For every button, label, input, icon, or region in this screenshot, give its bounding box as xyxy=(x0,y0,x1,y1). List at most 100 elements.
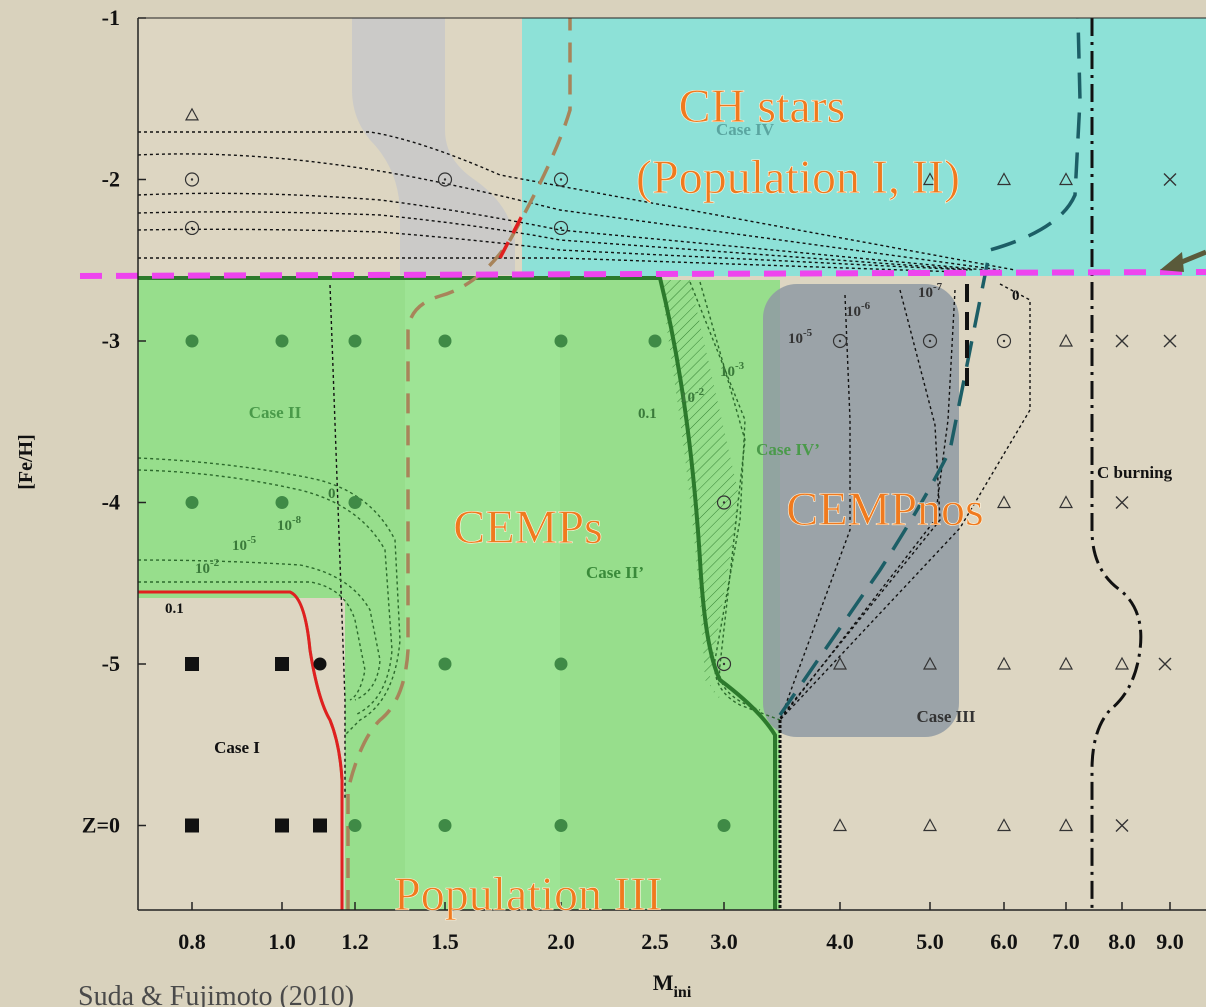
data-point-square xyxy=(313,818,327,833)
contour-label-exponent: -7 xyxy=(933,281,943,293)
contour-label-exponent: -2 xyxy=(210,557,220,569)
data-point-triangle xyxy=(996,656,1012,670)
data-point-filled-circle xyxy=(313,657,327,671)
contour-label-base: 10 xyxy=(788,331,803,347)
data-point-cross xyxy=(1115,334,1129,348)
x-tick-label: 1.5 xyxy=(431,929,459,954)
green-boundary-line xyxy=(138,276,777,910)
data-point-square xyxy=(185,818,199,833)
y-tick-label: -2 xyxy=(102,167,120,192)
case-ii-label: Case II xyxy=(249,403,302,422)
data-point-cross xyxy=(1115,819,1129,832)
data-point-triangle xyxy=(996,172,1012,186)
cempnos-region xyxy=(763,284,959,737)
data-point-open-circle xyxy=(553,220,569,236)
cempnos-label: CEMPnos xyxy=(786,483,983,536)
x-tick-label: 2.5 xyxy=(641,929,669,954)
data-point-triangle xyxy=(1058,495,1074,509)
data-point-open-circle xyxy=(184,220,200,236)
data-point-filled-circle xyxy=(554,334,568,348)
data-point-square xyxy=(275,657,289,671)
contour-label-base: 10 xyxy=(680,390,695,406)
contour-label-exponent: -6 xyxy=(861,300,871,312)
y-tick-label: Z=0 xyxy=(82,813,120,838)
data-point-cross xyxy=(1115,496,1129,509)
data-point-square xyxy=(185,657,199,671)
contour-label-case-i-0p1: 0.1 xyxy=(165,601,184,617)
case-i-label: Case I xyxy=(214,738,260,757)
y-axis-title: [Fe/H] xyxy=(15,434,37,490)
x-tick-group: 0.8 1.0 1.2 1.5 2.0 2.5 3.0 4.0 5.0 6.0 7.0 8.0 9.0 xyxy=(178,902,1184,954)
x-axis-title-main: M xyxy=(653,970,674,995)
data-point-filled-circle xyxy=(275,334,289,348)
data-point-filled-circle xyxy=(348,496,362,509)
x-axis-title: Mini xyxy=(653,970,692,1001)
contour-label-case-iv-prime-0: 0 xyxy=(1012,288,1020,304)
data-point-triangle xyxy=(996,495,1012,509)
data-point-filled-circle xyxy=(185,334,199,348)
contour-label-case-iv-prime-1e-7: 10-7 xyxy=(918,281,943,301)
c-burning-dashdot-line xyxy=(1090,18,1143,910)
contour-label-base: 10 xyxy=(195,561,210,577)
data-point-triangle xyxy=(1058,656,1074,670)
teal-dashed-curve xyxy=(778,17,1082,716)
red-dashed-segment xyxy=(498,209,527,259)
contour-label-case-iv-prime-1e-5: 10-5 xyxy=(788,327,813,347)
x-tick-label: 5.0 xyxy=(916,929,944,954)
data-point-cross xyxy=(1163,334,1177,348)
data-point-cross xyxy=(1163,173,1177,186)
case-iv-prime-label: Case IV’ xyxy=(756,440,820,459)
ch-stars-region xyxy=(522,18,1206,276)
contour-label-case-ii-prime-1e-3: 10-3 xyxy=(720,360,745,380)
citation: Suda & Fujimoto (2010) xyxy=(78,981,354,1007)
x-tick-label: 2.0 xyxy=(547,929,575,954)
data-point-open-circle xyxy=(716,495,732,510)
data-point-open-circle xyxy=(553,172,569,187)
data-point-filled-circle xyxy=(554,819,568,832)
contour-label-base: 10 xyxy=(846,304,861,320)
contour-label-base: 10 xyxy=(277,518,292,534)
data-point-triangle xyxy=(922,172,938,186)
x-tick-label: 8.0 xyxy=(1108,929,1136,954)
y-tick-label: -4 xyxy=(102,490,120,515)
data-point-filled-circle xyxy=(438,819,452,832)
contour-label-base: 10 xyxy=(918,285,933,301)
contour-label-case-ii-prime-0p1: 0.1 xyxy=(638,406,657,422)
data-point-open-circle xyxy=(716,656,732,672)
data-point-filled-circle xyxy=(717,819,731,832)
x-tick-label: 0.8 xyxy=(178,929,206,954)
data-point-triangle xyxy=(184,107,200,121)
data-point-filled-circle xyxy=(275,496,289,509)
y-tick-label: -3 xyxy=(102,328,120,353)
data-point-open-circle xyxy=(832,333,848,349)
x-tick-label: 7.0 xyxy=(1052,929,1080,954)
data-point-triangle xyxy=(1058,333,1074,347)
data-point-filled-circle xyxy=(185,496,199,509)
contour-label-exponent: -8 xyxy=(292,514,302,526)
divider-arrowhead xyxy=(1160,252,1184,272)
data-point-triangle xyxy=(996,818,1012,832)
data-point-open-circle xyxy=(184,172,200,187)
data-point-filled-circle xyxy=(438,334,452,348)
data-point-filled-circle xyxy=(648,334,662,348)
data-point-filled-circle xyxy=(438,657,452,671)
x-tick-label: 9.0 xyxy=(1156,929,1184,954)
case-iv-label: Case IV xyxy=(716,120,775,139)
case-ii-prime-label: Case II’ xyxy=(586,563,644,582)
y-tick-label: -5 xyxy=(102,651,120,676)
data-markers xyxy=(184,107,1177,833)
data-point-square xyxy=(275,818,289,833)
y-tick-group: -1 -2 -3 -4 -5 Z=0 xyxy=(82,5,146,838)
data-point-filled-circle xyxy=(348,334,362,348)
contour-label-case-iv-prime-1e-6: 10-6 xyxy=(846,300,871,320)
data-point-triangle xyxy=(832,656,848,670)
data-point-open-circle xyxy=(996,333,1012,349)
contour-label-base: 10 xyxy=(720,364,735,380)
data-point-open-circle xyxy=(922,333,938,349)
contour-label-case-ii-1e-2: 10-2 xyxy=(195,557,220,577)
population-divider-line xyxy=(79,269,1206,279)
case-ii-grey-region xyxy=(352,18,515,275)
y-tick-label: -1 xyxy=(102,5,120,30)
data-point-open-circle xyxy=(437,172,453,187)
